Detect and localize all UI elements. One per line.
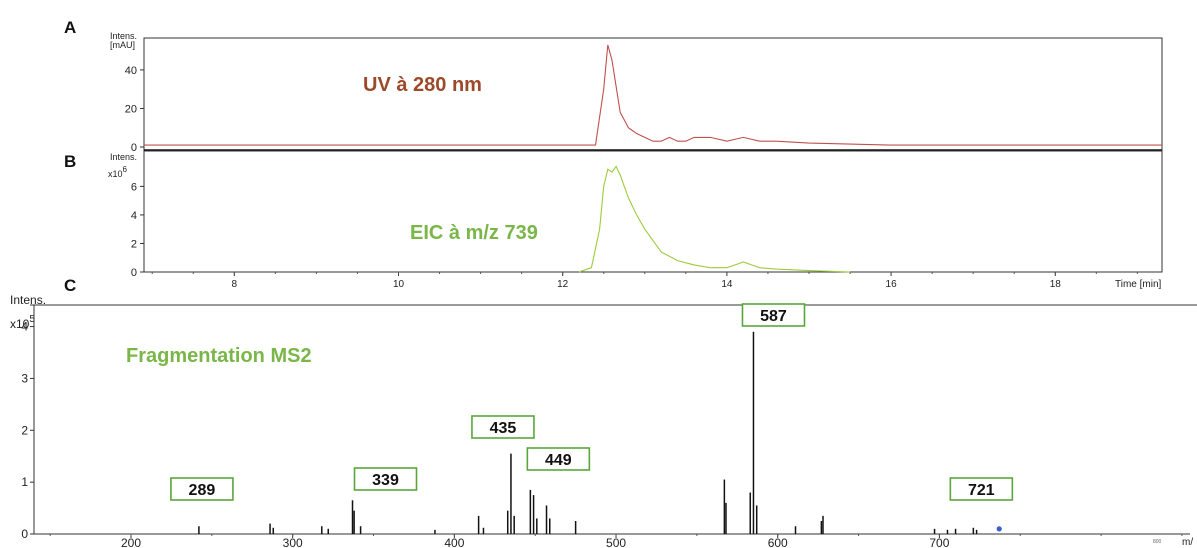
panel-a-ytick-label: 20 xyxy=(125,103,137,115)
peak-label-449: 449 xyxy=(526,447,591,471)
peak-label-text: 587 xyxy=(760,308,787,325)
panel-a-ytick-label: 0 xyxy=(131,142,137,154)
ms2-ytick-label: 2 xyxy=(21,423,28,437)
peak-label-box xyxy=(353,467,418,491)
peak-label-text: 449 xyxy=(545,452,572,469)
panel-a-letter: A xyxy=(64,18,76,37)
mz-xtick-label: 600 xyxy=(768,536,788,548)
panel-a-y-axis: 0 20 40 xyxy=(125,65,144,154)
peak-label-339: 339 xyxy=(353,467,418,491)
mz-tiny-tick: 800 xyxy=(1153,539,1162,545)
time-xtick-label: 16 xyxy=(886,279,898,290)
mz-xtick-label: 500 xyxy=(606,536,626,548)
mz-xtick-label: 400 xyxy=(444,536,464,548)
peak-label-text: 289 xyxy=(189,482,216,499)
ms2-peaks xyxy=(198,331,1002,534)
panel-b-ylabel-scale: x106 xyxy=(108,165,128,179)
ms2-ytick-label: 1 xyxy=(21,475,28,489)
panel-a-ylabel-line2: [mAU] xyxy=(110,40,135,50)
ms2-peak-labels: 289 339 435 449 587 721 xyxy=(170,303,1014,501)
time-xtick-label: 18 xyxy=(1050,279,1062,290)
panel-b-ytick-label: 4 xyxy=(131,210,137,222)
ms2-annotation: Fragmentation MS2 xyxy=(126,345,312,367)
ms2-ytick-label: 3 xyxy=(21,371,28,385)
panel-c-axes: 0 1 2 3 4 200 300 400 500 600 700 xyxy=(21,320,1183,548)
mz-axis-label: m/ xyxy=(1182,537,1193,548)
panel-b-ytick-label: 2 xyxy=(131,238,137,250)
peak-label-box xyxy=(741,303,806,327)
panel-c-letter: C xyxy=(64,276,76,295)
peak-label-box xyxy=(526,447,591,471)
mz-xtick-label: 700 xyxy=(929,536,949,548)
peak-label-721: 721 xyxy=(949,477,1014,501)
peak-label-289: 289 xyxy=(170,477,234,501)
time-xtick-label: 10 xyxy=(393,279,405,290)
mz-xtick-label: 200 xyxy=(121,536,141,548)
uv-trace xyxy=(144,44,1162,146)
uv-annotation: UV à 280 nm xyxy=(363,74,482,96)
time-xtick-label: 14 xyxy=(721,279,733,290)
mz-xtick-label: 300 xyxy=(283,536,303,548)
panel-b-ytick-label: 0 xyxy=(131,267,137,279)
panel-b-axes: 0 2 4 6 8 10 12 14 16 18 xyxy=(131,181,1138,290)
peak-label-text: 435 xyxy=(490,420,517,437)
time-xtick-label: 12 xyxy=(557,279,569,290)
panel-b-ytick-label: 6 xyxy=(131,181,137,193)
panel-c-ylabel-scale: x105 xyxy=(10,314,35,331)
panel-b: B Intens. x106 0 2 4 6 8 10 12 14 16 18 EIC à m/z… xyxy=(64,150,1163,290)
panel-a-frame xyxy=(143,37,1163,151)
peak-label-text: 339 xyxy=(372,472,399,489)
peak-label-435: 435 xyxy=(471,415,535,439)
peak-label-box xyxy=(949,477,1014,501)
eic-trace xyxy=(578,165,851,273)
time-xtick-label: 8 xyxy=(232,279,238,290)
panel-b-letter: B xyxy=(64,152,76,171)
ms2-ytick-label: 4 xyxy=(21,320,28,334)
time-axis-label: Time [min] xyxy=(1115,279,1162,290)
eic-annotation: EIC à m/z 739 xyxy=(410,222,538,244)
panel-b-ylabel-line1: Intens. xyxy=(110,152,137,162)
panel-b-frame xyxy=(143,150,1163,273)
panel-c-ylabel-line1: Intens. xyxy=(10,293,46,307)
panel-a-ytick-label: 40 xyxy=(125,65,137,77)
ms2-ytick-label: 0 xyxy=(21,527,28,541)
panel-a-ylabel-line1: Intens. xyxy=(110,31,137,41)
peak-label-box xyxy=(471,415,535,439)
peak-label-587: 587 xyxy=(741,303,806,327)
panel-a: A Intens. [mAU] 0 20 40 UV à 280 nm xyxy=(64,18,1163,154)
precursor-marker xyxy=(996,526,1002,532)
peak-label-text: 721 xyxy=(968,482,995,499)
peak-label-box xyxy=(170,477,234,501)
